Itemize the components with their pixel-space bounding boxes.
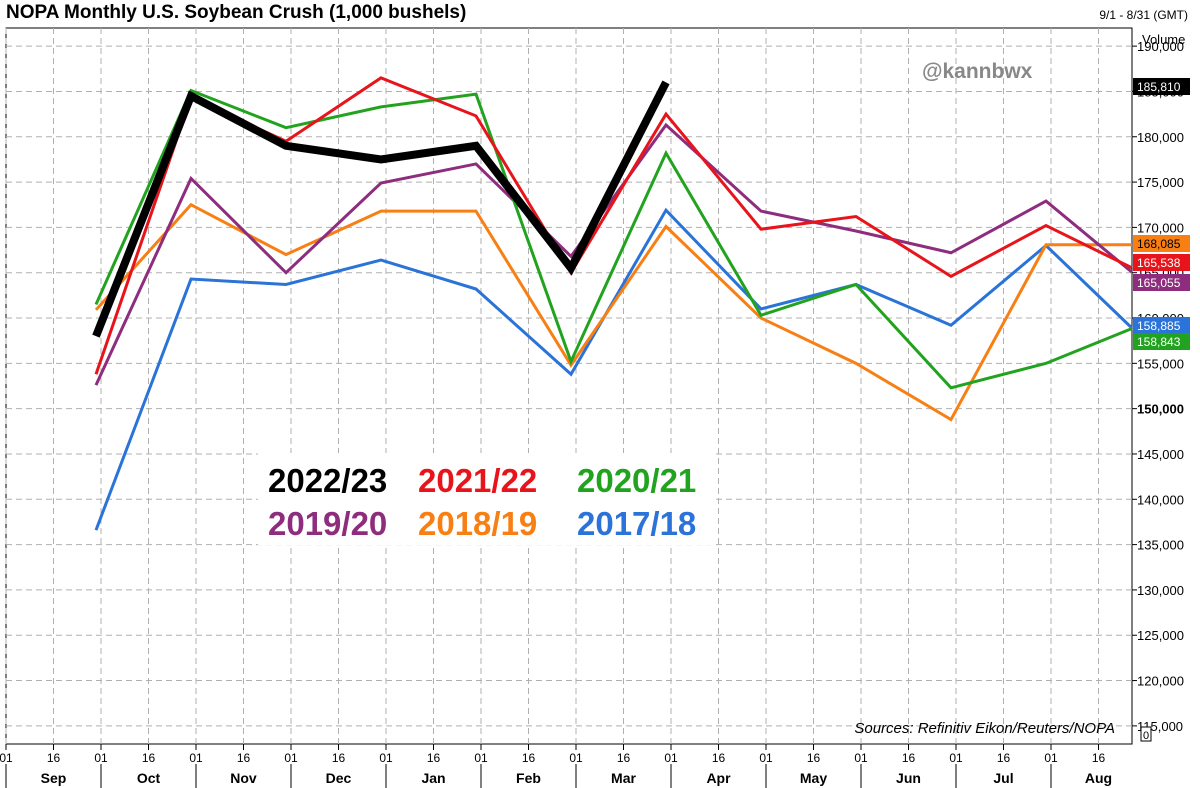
x-day-tick-label: 16 bbox=[427, 751, 441, 765]
chart-title: NOPA Monthly U.S. Soybean Crush (1,000 b… bbox=[6, 2, 467, 23]
x-day-tick-label: 16 bbox=[997, 751, 1011, 765]
y-tick-label: 150,000 bbox=[1137, 402, 1184, 417]
price-tag-box bbox=[1133, 317, 1190, 334]
y-tick-label: 155,000 bbox=[1137, 356, 1184, 371]
x-day-tick-label: 01 bbox=[94, 751, 108, 765]
legend-item-2018-19: 2018/19 bbox=[418, 505, 537, 542]
x-month-label: Aug bbox=[1085, 770, 1112, 786]
x-month-label: Jun bbox=[896, 770, 921, 786]
bottom-right-box-label: 0 bbox=[1143, 730, 1149, 742]
y-tick-label: 135,000 bbox=[1137, 538, 1184, 553]
y-tick-label: 130,000 bbox=[1137, 583, 1184, 598]
legend-item-2020-21: 2020/21 bbox=[577, 462, 696, 499]
legend-item-2019-20: 2019/20 bbox=[268, 505, 387, 542]
x-day-tick-label: 01 bbox=[189, 751, 203, 765]
price-tag-box bbox=[1133, 254, 1190, 271]
y-tick-label: 120,000 bbox=[1137, 674, 1184, 689]
price-tag-label: 165,538 bbox=[1137, 256, 1181, 270]
x-day-tick-label: 16 bbox=[807, 751, 821, 765]
x-day-tick-label: 01 bbox=[284, 751, 298, 765]
watermark: @kannbwx bbox=[922, 60, 1033, 83]
x-day-tick-label: 16 bbox=[237, 751, 251, 765]
legend-item-2022-23: 2022/23 bbox=[268, 462, 387, 499]
x-month-label: Jul bbox=[993, 770, 1013, 786]
x-month-label: Apr bbox=[706, 770, 731, 786]
x-month-label: Sep bbox=[41, 770, 67, 786]
source-note: Sources: Refinitiv Eikon/Reuters/NOPA bbox=[854, 720, 1115, 737]
y-tick-label: 145,000 bbox=[1137, 447, 1184, 462]
price-tag-box bbox=[1133, 333, 1190, 350]
series-line-2022-23 bbox=[92, 80, 670, 338]
plot-frame bbox=[5, 27, 1133, 745]
x-day-tick-label: 01 bbox=[569, 751, 583, 765]
x-month-label: Nov bbox=[230, 770, 257, 786]
y-tick-label: 180,000 bbox=[1137, 130, 1184, 145]
price-tag-2019-20: 165,055 bbox=[1133, 274, 1190, 291]
price-tag-label: 168,085 bbox=[1137, 237, 1181, 251]
price-tag-label: 185,810 bbox=[1137, 80, 1181, 94]
x-month-label: Feb bbox=[516, 770, 541, 786]
x-day-tick-label: 16 bbox=[142, 751, 156, 765]
x-day-tick-label: 01 bbox=[474, 751, 488, 765]
price-tag-box bbox=[1133, 235, 1190, 252]
series-line-2017-18 bbox=[94, 207, 1134, 531]
x-month-label: Jan bbox=[421, 770, 445, 786]
y-tick-label: 190,000 bbox=[1137, 39, 1184, 54]
series-line-2020-21 bbox=[94, 88, 1133, 390]
x-day-tick-label: 16 bbox=[332, 751, 346, 765]
y-tick-label: 140,000 bbox=[1137, 492, 1184, 507]
y-axis-label: Volume bbox=[1142, 32, 1185, 47]
price-tag-box bbox=[1133, 274, 1190, 291]
x-day-tick-label: 16 bbox=[617, 751, 631, 765]
price-tag-2020-21: 158,843 bbox=[1133, 333, 1190, 350]
price-tag-2022-23: 185,810 bbox=[1133, 78, 1190, 95]
x-month-label: Oct bbox=[137, 770, 161, 786]
x-day-tick-label: 01 bbox=[854, 751, 868, 765]
x-day-tick-label: 16 bbox=[47, 751, 61, 765]
y-tick-label: 125,000 bbox=[1137, 628, 1184, 643]
legend-background bbox=[258, 453, 714, 545]
x-day-tick-label: 01 bbox=[1044, 751, 1058, 765]
x-day-tick-label: 01 bbox=[379, 751, 393, 765]
x-day-tick-label: 01 bbox=[0, 751, 13, 765]
x-day-tick-label: 16 bbox=[712, 751, 726, 765]
series-line-2018-19 bbox=[94, 202, 1132, 422]
price-tag-label: 158,885 bbox=[1137, 319, 1181, 333]
price-tag-box bbox=[1133, 78, 1190, 95]
date-range: 9/1 - 8/31 (GMT) bbox=[1099, 8, 1188, 22]
price-tag-label: 165,055 bbox=[1137, 276, 1181, 290]
legend-item-2021-22: 2021/22 bbox=[418, 462, 537, 499]
price-tag-label: 158,843 bbox=[1137, 335, 1181, 349]
x-day-tick-label: 01 bbox=[759, 751, 773, 765]
legend: 2022/23 2021/22 2020/21 2019/20 2018/19 2017/… bbox=[258, 453, 714, 545]
x-month-label: Mar bbox=[611, 770, 636, 786]
legend-item-2017-18: 2017/18 bbox=[577, 505, 696, 542]
y-tick-label: 175,000 bbox=[1137, 175, 1184, 190]
y-tick-label: 170,000 bbox=[1137, 220, 1184, 235]
x-month-label: Dec bbox=[326, 770, 352, 786]
bottom-right-box bbox=[1140, 726, 1152, 742]
x-day-tick-label: 01 bbox=[949, 751, 963, 765]
price-tag-2018-19: 168,085 bbox=[1133, 235, 1190, 252]
x-day-tick-label: 16 bbox=[522, 751, 536, 765]
x-day-tick-label: 01 bbox=[664, 751, 678, 765]
x-month-label: May bbox=[800, 770, 827, 786]
x-day-tick-label: 16 bbox=[1092, 751, 1106, 765]
price-tag-2017-18: 158,885 bbox=[1133, 317, 1190, 334]
price-tag-2021-22: 165,538 bbox=[1133, 254, 1190, 271]
x-day-tick-label: 16 bbox=[902, 751, 916, 765]
